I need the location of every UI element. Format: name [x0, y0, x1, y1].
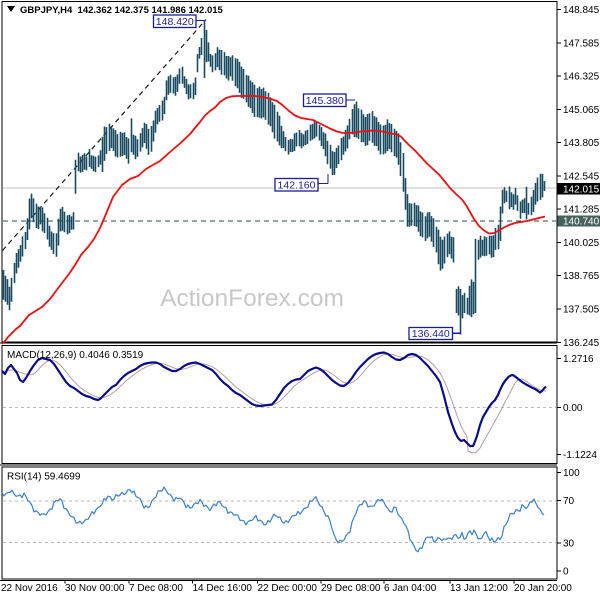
svg-text:7 Dec 08:00: 7 Dec 08:00 — [129, 583, 183, 594]
svg-text:145.380: 145.380 — [306, 95, 344, 107]
svg-text:146.325: 146.325 — [563, 72, 600, 83]
svg-text:30 Nov 00:00: 30 Nov 00:00 — [65, 583, 125, 594]
svg-text:29 Dec 08:00: 29 Dec 08:00 — [321, 583, 381, 594]
svg-text:20 Jan 20:00: 20 Jan 20:00 — [514, 583, 572, 594]
svg-text:14 Dec 16:00: 14 Dec 16:00 — [193, 583, 253, 594]
svg-text:145.065: 145.065 — [563, 105, 600, 116]
svg-text:148.420: 148.420 — [156, 16, 194, 28]
svg-text:ActionForex.com: ActionForex.com — [160, 285, 344, 312]
svg-text:RSI(14) 59.4699: RSI(14) 59.4699 — [7, 472, 81, 483]
svg-text:142.015: 142.015 — [563, 185, 600, 196]
svg-text:141.285: 141.285 — [563, 205, 600, 216]
svg-text:13 Jan 12:00: 13 Jan 12:00 — [450, 583, 508, 594]
svg-text:-1.1224: -1.1224 — [563, 450, 597, 461]
svg-text:142.545: 142.545 — [563, 171, 600, 182]
svg-text:136.440: 136.440 — [412, 328, 450, 340]
svg-text:140.740: 140.740 — [563, 217, 600, 228]
svg-text:147.585: 147.585 — [563, 38, 600, 49]
svg-text:142.160: 142.160 — [278, 179, 316, 191]
svg-text:22 Nov 2016: 22 Nov 2016 — [1, 583, 58, 594]
svg-text:138.765: 138.765 — [563, 271, 600, 282]
svg-text:100: 100 — [563, 468, 580, 479]
svg-text:0.00: 0.00 — [563, 403, 583, 414]
svg-text:148.845: 148.845 — [563, 5, 600, 16]
svg-text:22 Dec 00:00: 22 Dec 00:00 — [258, 583, 318, 594]
svg-text:70: 70 — [563, 496, 575, 507]
svg-text:140.025: 140.025 — [563, 238, 600, 249]
svg-text:143.805: 143.805 — [563, 138, 600, 149]
svg-text:30: 30 — [563, 539, 575, 550]
svg-text:0: 0 — [563, 567, 569, 578]
svg-text:GBPJPY,H4 142.362 142.375 141: GBPJPY,H4 142.362 142.375 141.986 142.01… — [20, 5, 224, 16]
svg-text:MACD(12,26,9) 0.4046 0.3519: MACD(12,26,9) 0.4046 0.3519 — [7, 350, 144, 361]
svg-text:1.2716: 1.2716 — [563, 354, 594, 365]
svg-text:137.505: 137.505 — [563, 305, 600, 316]
svg-text:136.245: 136.245 — [563, 338, 600, 349]
svg-text:6 Jan 04:00: 6 Jan 04:00 — [384, 583, 437, 594]
